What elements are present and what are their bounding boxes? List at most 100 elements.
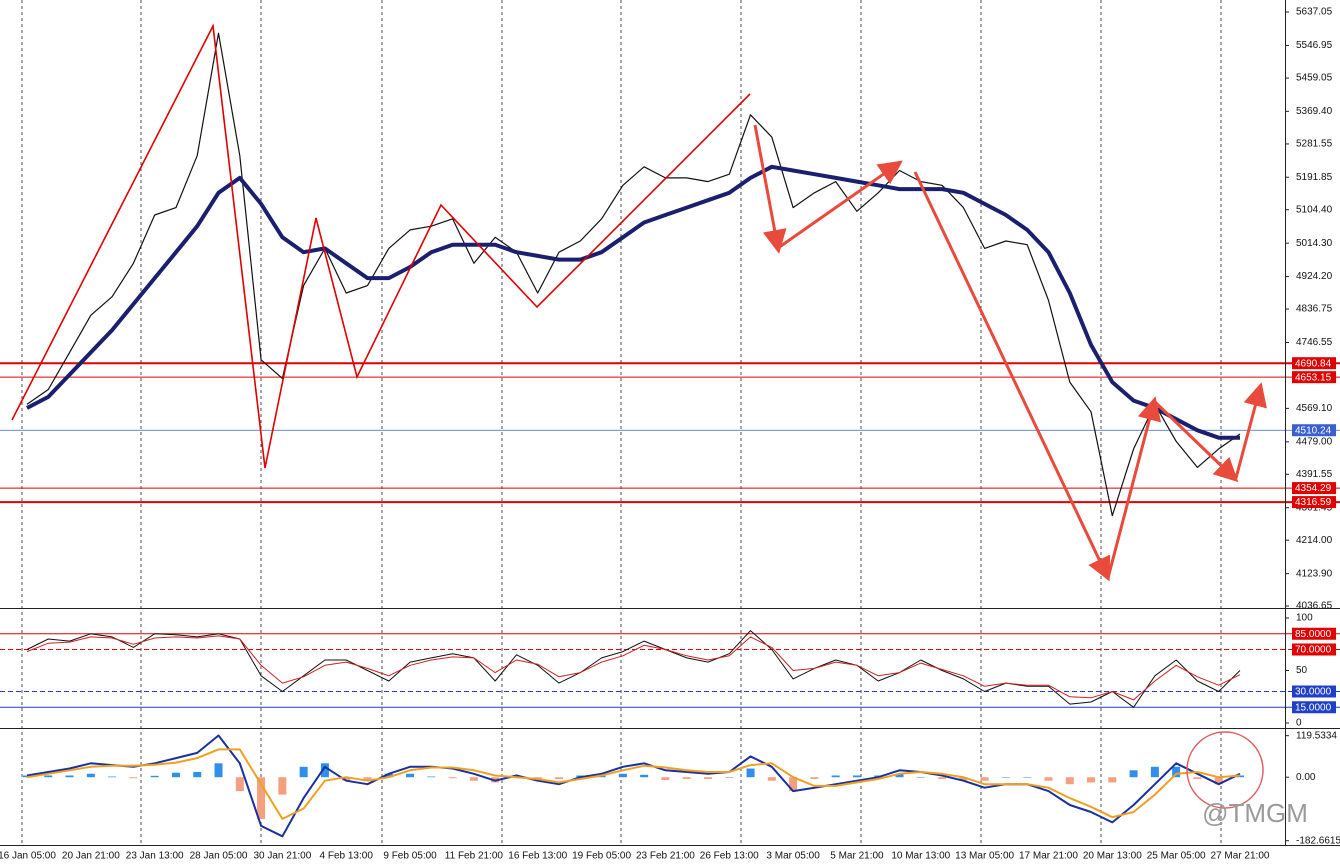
y-tick-label: 4836.75 [1296, 304, 1333, 315]
histogram-bar [129, 777, 138, 779]
histogram-bar [1065, 777, 1074, 785]
histogram-bar [235, 777, 244, 792]
x-tick-label: 19 Feb 05:00 [572, 851, 631, 862]
y-tick-label: 50 [1296, 665, 1308, 676]
histogram-bar [384, 773, 393, 778]
level-label-box [1292, 643, 1336, 656]
series-line [26, 32, 1241, 517]
histogram-bar [1108, 777, 1117, 783]
level-label: 4690.84 [1295, 358, 1332, 369]
histogram-bar [916, 777, 925, 778]
level-label-box [1292, 496, 1336, 509]
histogram-bar [789, 777, 798, 792]
histogram-bar [65, 775, 74, 778]
y-tick-label: 4214.00 [1296, 535, 1333, 546]
histogram-bar [108, 776, 117, 778]
y-tick-label: 5637.05 [1296, 7, 1333, 18]
histogram-bar [767, 777, 776, 781]
y-tick-label: 5104.40 [1296, 204, 1333, 215]
x-tick-label: 16 Feb 13:00 [508, 851, 567, 862]
y-tick-label: 5191.85 [1296, 172, 1333, 183]
histogram-bar [640, 774, 649, 778]
histogram-bar [193, 772, 202, 778]
arrow [1106, 396, 1162, 579]
y-tick-label: 4924.20 [1296, 271, 1333, 282]
histogram-bar [1172, 766, 1181, 778]
level-label-box [1292, 685, 1336, 698]
x-tick-label: 4 Feb 13:00 [320, 851, 374, 862]
x-tick-label: 17 Mar 21:00 [1019, 851, 1078, 862]
y-tick-label: 5281.55 [1296, 139, 1333, 150]
histogram-bar [44, 775, 53, 778]
y-tick-label: 4746.55 [1296, 337, 1333, 348]
histogram-bar [448, 777, 457, 779]
level-label: 4510.24 [1295, 425, 1332, 436]
series-line [26, 748, 1241, 820]
y-tick-label: 4123.90 [1296, 568, 1333, 579]
histogram-bar [469, 777, 478, 781]
x-tick-label: 9 Feb 05:00 [383, 851, 437, 862]
x-tick-label: 10 Mar 13:00 [891, 851, 950, 862]
histogram-bar [1023, 777, 1032, 778]
level-label-box [1292, 627, 1336, 640]
histogram-bar [852, 775, 861, 778]
level-label: 4653.15 [1295, 372, 1332, 383]
x-tick-label: 20 Jan 21:00 [62, 851, 120, 862]
level-label-box [1292, 701, 1336, 714]
level-label: 85.0000 [1295, 629, 1332, 640]
y-tick-label: 4036.65 [1296, 601, 1333, 612]
histogram-bar [363, 777, 372, 781]
histogram-bar [299, 766, 308, 778]
histogram-bar [938, 777, 947, 779]
x-tick-label: 16 Jan 05:00 [0, 851, 56, 862]
arrow [913, 171, 1111, 582]
histogram-bar [257, 777, 266, 819]
histogram-bar [1150, 766, 1159, 778]
histogram-bar [746, 768, 755, 778]
histogram-bar [342, 777, 351, 781]
x-tick-label: 13 Mar 05:00 [955, 851, 1014, 862]
x-tick-label: 27 Mar 21:00 [1211, 851, 1270, 862]
level-label: 4316.59 [1295, 497, 1332, 508]
y-tick-label: -182.6615 [1296, 835, 1340, 846]
histogram-bar [1214, 777, 1223, 785]
y-tick-label: 5546.95 [1296, 40, 1333, 51]
level-label-box [1292, 424, 1336, 437]
histogram-bar [980, 777, 989, 781]
arrow [1153, 400, 1239, 483]
histogram-bar [320, 763, 329, 778]
histogram-bar [810, 777, 819, 779]
histogram-bar [150, 775, 159, 778]
level-label-box [1292, 482, 1336, 495]
x-tick-label: 25 Mar 05:00 [1147, 851, 1206, 862]
level-label: 4354.29 [1295, 483, 1332, 494]
histogram-bar [682, 777, 691, 779]
histogram-bar [214, 763, 223, 778]
histogram-bar [406, 773, 415, 778]
x-tick-label: 30 Jan 21:00 [253, 851, 311, 862]
plot-layer: 16 Jan 05:00 20 Jan 21:00 23 Jan 13:00 28 J… [0, 7, 1340, 862]
y-tick-label: 119.5334 [1296, 730, 1337, 741]
arrow [777, 160, 903, 250]
y-tick-label: 0 [1296, 718, 1302, 729]
level-label-box [1292, 371, 1336, 384]
level-label: 70.0000 [1295, 645, 1332, 656]
x-tick-label: 11 Feb 21:00 [445, 851, 504, 862]
series-line [26, 635, 1241, 701]
y-tick-label: 5014.30 [1296, 238, 1333, 249]
x-tick-label: 26 Feb 13:00 [700, 851, 759, 862]
histogram-bar [831, 775, 840, 778]
histogram-bar [1001, 777, 1010, 778]
histogram-bar [86, 773, 95, 778]
highlight-circle [1186, 731, 1264, 809]
frame [0, 0, 1340, 846]
y-tick-label: 4391.55 [1296, 469, 1333, 480]
watermark: @TMGM [1202, 798, 1308, 828]
histogram-bar [1193, 777, 1202, 779]
x-tick-label: 23 Feb 21:00 [636, 851, 695, 862]
histogram-bar [555, 777, 564, 779]
arrow [753, 124, 787, 254]
y-tick-label: 100 [1296, 613, 1313, 624]
y-tick-label: 4479.00 [1296, 436, 1333, 447]
histogram-bar [171, 772, 180, 778]
